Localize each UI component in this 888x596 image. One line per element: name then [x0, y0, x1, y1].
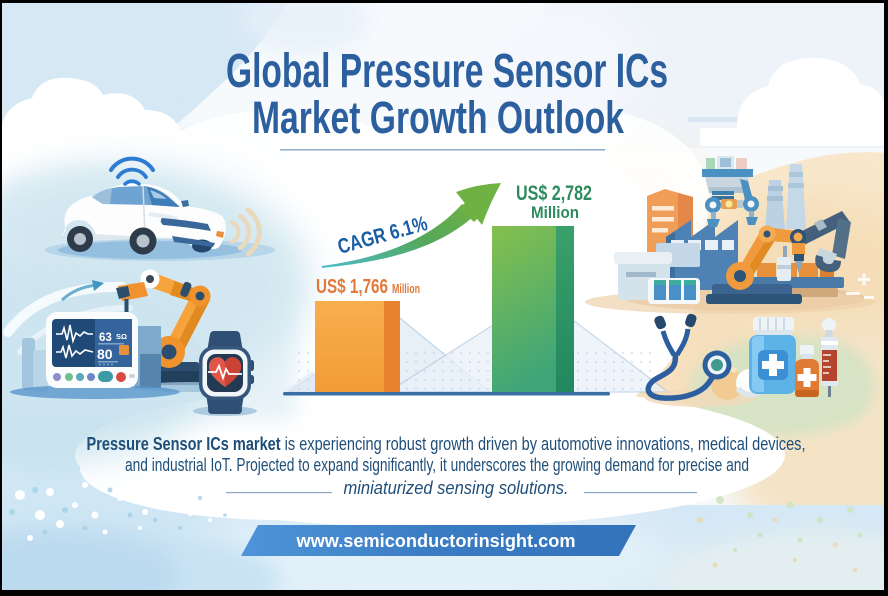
- svg-text:miniaturized sensing solutions: miniaturized sensing solutions.: [344, 478, 569, 498]
- svg-text:SΩ: SΩ: [116, 332, 127, 341]
- svg-text:US$ 1,766: US$ 1,766: [316, 276, 388, 298]
- svg-text:63: 63: [99, 332, 112, 344]
- svg-text:80: 80: [97, 346, 113, 362]
- svg-text:and industrial IoT. Projected: and industrial IoT. Projected to expand …: [125, 455, 749, 475]
- svg-text:Pressure Sensor ICs market is: Pressure Sensor ICs market is experienci…: [87, 434, 806, 454]
- svg-text:Million: Million: [531, 203, 579, 222]
- svg-text:Market Growth Outlook: Market Growth Outlook: [252, 92, 625, 143]
- svg-text:www.semiconductorinsight.com: www.semiconductorinsight.com: [295, 531, 575, 551]
- svg-text:Million: Million: [392, 281, 420, 296]
- svg-text:Global Pressure Sensor ICs: Global Pressure Sensor ICs: [226, 45, 668, 98]
- svg-text:US$ 2,782: US$ 2,782: [516, 181, 592, 205]
